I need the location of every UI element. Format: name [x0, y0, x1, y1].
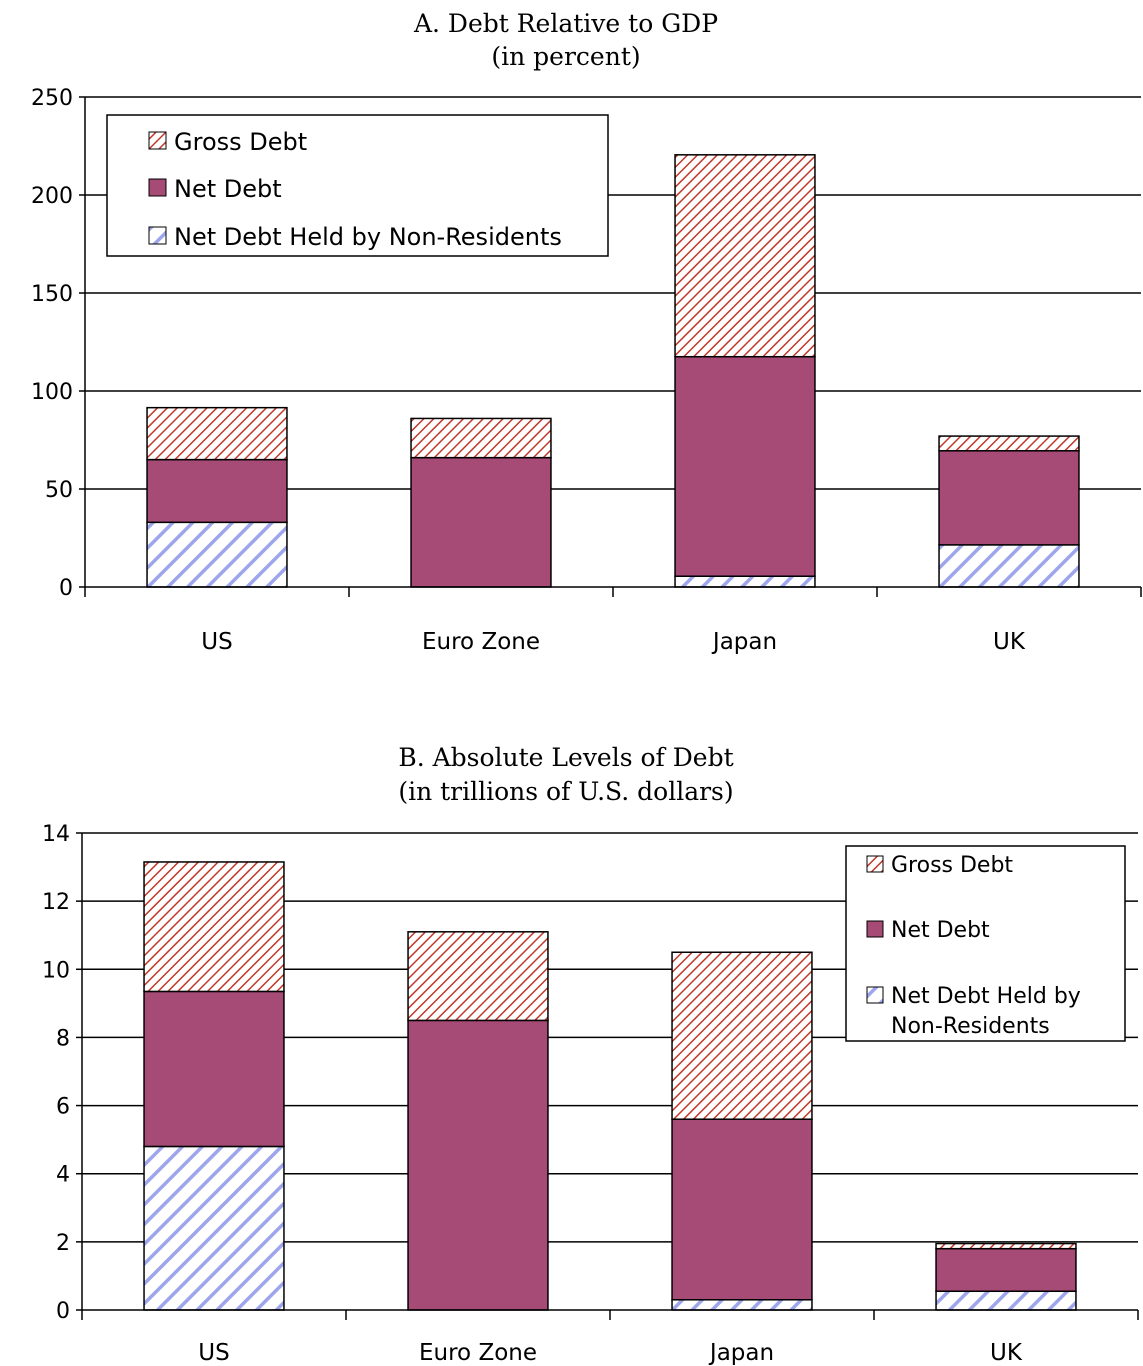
bar-net-debt-uk [938, 450, 1080, 546]
bar-gross-debt-uk [935, 1242, 1077, 1250]
chart-debt-relative-to-gdp: A. Debt Relative to GDP (in percent) 0 50… [31, 9, 1142, 655]
chart-b-bars [143, 861, 1077, 1311]
bar-non-residents-japan [674, 575, 816, 588]
bar-non-residents-uk [935, 1290, 1077, 1311]
y-tick-label: 50 [45, 478, 73, 503]
x-category-label: Euro Zone [422, 629, 540, 655]
chart-b-legend-box [845, 845, 1126, 1042]
y-tick-label: 14 [42, 822, 70, 847]
chart-a-legend: Gross Debt Net Debt Net Debt Held by Non… [106, 114, 609, 257]
x-category-label: Japan [711, 629, 777, 655]
y-tick-label: 0 [59, 576, 73, 601]
chart-b-subtitle: (in trillions of U.S. dollars) [398, 777, 733, 806]
legend-swatch-gross-debt [866, 855, 884, 873]
x-category-label: UK [993, 629, 1026, 655]
bar-gross-debt-uk [938, 435, 1080, 452]
x-category-label: US [198, 1340, 229, 1366]
y-tick-label: 250 [31, 86, 73, 111]
chart-b-title: B. Absolute Levels of Debt [398, 743, 733, 772]
y-tick-label: 150 [31, 282, 73, 307]
bar-net-debt-japan [671, 1118, 813, 1301]
y-tick-label: 8 [56, 1026, 70, 1051]
y-tick-label: 200 [31, 184, 73, 209]
y-tick-label: 4 [56, 1163, 70, 1188]
bar-net-debt-us [143, 990, 285, 1148]
chart-a-legend-box [106, 114, 609, 257]
bar-net-debt-euro-zone [410, 456, 552, 588]
legend-label-gross-debt: Gross Debt [891, 853, 1013, 878]
bar-non-residents-japan [671, 1299, 813, 1311]
bar-net-debt-euro-zone [407, 1019, 549, 1311]
legend-swatch-gross-debt [148, 131, 167, 150]
bar-gross-debt-us [146, 406, 288, 461]
legend-label-non-residents-line-1: Net Debt Held by [891, 984, 1081, 1009]
legend-swatch-non-residents [148, 226, 167, 245]
bar-net-debt-uk [935, 1247, 1077, 1293]
legend-label-non-residents-line-2: Non-Residents [891, 1014, 1050, 1039]
chart-a-axes [79, 96, 1142, 597]
y-tick-label: 2 [56, 1231, 70, 1256]
chart-a-labels: 0 50 100 150 200 250 US Euro Zone Japan UK [31, 86, 1026, 655]
chart-b-legend: Gross Debt Net Debt Net Debt Held by Non… [845, 845, 1126, 1042]
y-tick-label: 0 [56, 1299, 70, 1324]
y-tick-label: 12 [42, 890, 70, 915]
chart-b-labels: 0 2 4 6 8 10 12 14 US Euro Zone Japan UK [42, 822, 1023, 1366]
chart-a-bars [146, 154, 1080, 588]
legend-label-net-debt: Net Debt [174, 175, 282, 203]
x-category-label: Japan [708, 1340, 774, 1366]
legend-swatch-net-debt [866, 920, 884, 938]
y-tick-label: 100 [31, 380, 73, 405]
x-category-label: US [201, 629, 232, 655]
bar-non-residents-uk [938, 544, 1080, 588]
chart-a-subtitle: (in percent) [491, 42, 640, 71]
y-tick-label: 6 [56, 1095, 70, 1120]
legend-swatch-non-residents [866, 986, 884, 1004]
legend-swatch-net-debt [148, 178, 167, 197]
bar-net-debt-us [146, 458, 288, 524]
legend-label-gross-debt: Gross Debt [174, 128, 307, 156]
chart-b-axes [76, 832, 1139, 1320]
bar-gross-debt-us [143, 861, 285, 993]
chart-a-title: A. Debt Relative to GDP [413, 9, 718, 38]
x-category-label: UK [990, 1340, 1023, 1366]
legend-label-non-residents: Net Debt Held by Non-Residents [174, 223, 562, 251]
bar-gross-debt-euro-zone [410, 417, 552, 459]
bar-net-debt-japan [674, 355, 816, 577]
legend-label-net-debt: Net Debt [891, 918, 990, 943]
y-tick-label: 10 [42, 958, 70, 983]
chart-absolute-levels-of-debt: B. Absolute Levels of Debt (in trillions… [42, 743, 1139, 1366]
bar-non-residents-us [143, 1145, 285, 1311]
bar-gross-debt-japan [671, 951, 813, 1120]
x-category-label: Euro Zone [419, 1340, 537, 1366]
bar-gross-debt-euro-zone [407, 931, 549, 1022]
bar-gross-debt-japan [674, 154, 816, 358]
bar-non-residents-us [146, 521, 288, 588]
